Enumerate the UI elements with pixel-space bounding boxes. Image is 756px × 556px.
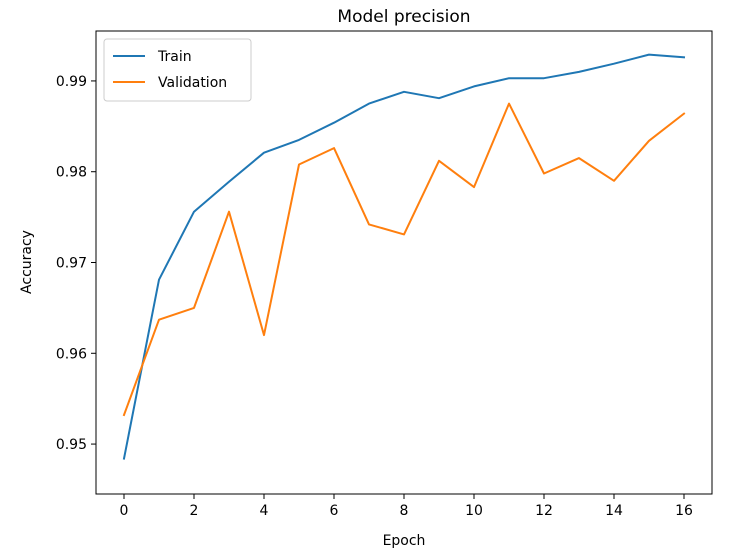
x-axis-label: Epoch [383, 533, 426, 549]
x-tick-label: 10 [465, 503, 483, 519]
legend: Train Validation [103, 38, 252, 102]
legend-box [103, 38, 252, 102]
x-tick-label: 14 [605, 503, 623, 519]
legend-label-train: Train [157, 49, 192, 65]
legend-label-validation: Validation [158, 75, 227, 91]
y-tick-label: 0.95 [56, 437, 87, 453]
series-line-validation [122, 102, 686, 417]
x-tick-label: 2 [190, 503, 199, 519]
y-tick-label: 0.96 [56, 346, 87, 362]
x-tick-label: 0 [120, 503, 129, 519]
x-tick-label: 8 [400, 503, 409, 519]
y-axis-label: Accuracy [19, 230, 35, 294]
plot-frame [95, 30, 713, 495]
series-group [122, 53, 686, 460]
y-tick-label: 0.98 [56, 165, 87, 181]
x-tick-label: 6 [330, 503, 339, 519]
y-tick-label: 0.97 [56, 256, 87, 272]
chart-title: Model precision [337, 7, 470, 27]
x-tick-label: 16 [675, 503, 693, 519]
x-axis: 0 2 4 6 8 10 12 14 16 [120, 494, 693, 519]
y-axis: 0.95 0.96 0.97 0.98 0.99 [56, 74, 96, 453]
y-tick-label: 0.99 [56, 74, 87, 90]
x-tick-label: 12 [535, 503, 553, 519]
x-tick-label: 4 [260, 503, 269, 519]
series-line-train [122, 53, 686, 460]
